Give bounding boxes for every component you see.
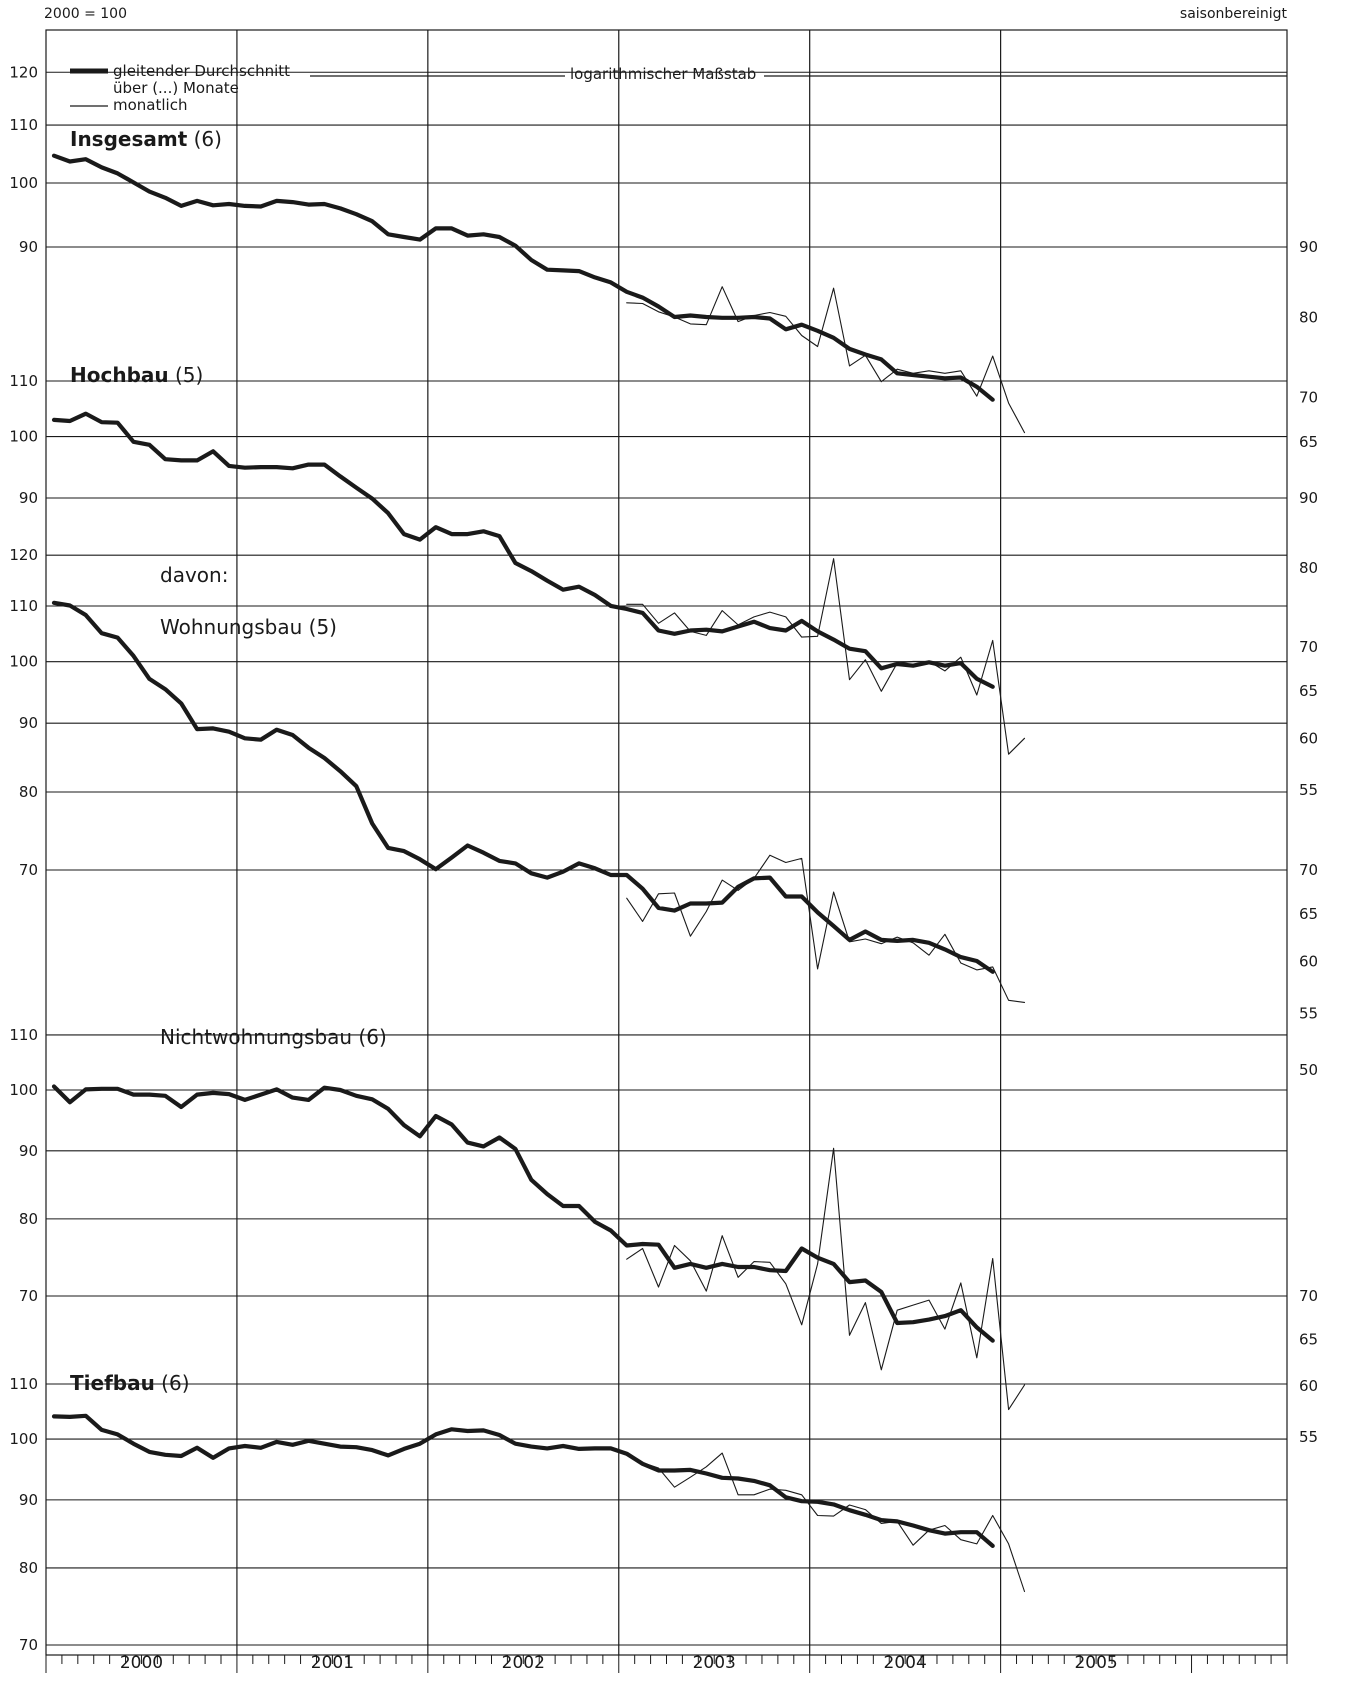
- right-axis-tick-label: 55: [1299, 781, 1318, 799]
- right-axis-tick-label: 90: [1299, 238, 1318, 256]
- year-label: 2001: [311, 1653, 354, 1673]
- moving-average-line: [51, 153, 995, 402]
- left-axis-tick-label: 100: [9, 428, 38, 446]
- moving-average-line: [51, 411, 995, 689]
- left-axis-tick-label: 110: [9, 1026, 38, 1044]
- legend-marks: [70, 68, 1287, 107]
- plot-border: [45, 29, 1288, 1656]
- left-axis-tick-label: 100: [9, 1081, 38, 1099]
- left-axis-tick-label: 110: [9, 597, 38, 615]
- right-axis-tick-label: 50: [1299, 1061, 1318, 1079]
- right-axis-tick-label: 60: [1299, 729, 1318, 747]
- left-axis-tick-label: 110: [9, 372, 38, 390]
- year-label: 2004: [884, 1653, 927, 1673]
- monthly-line: [626, 286, 1026, 434]
- left-axis-tick-label: 80: [19, 1559, 38, 1577]
- scale-note: logarithmischer Maßstab: [570, 65, 756, 83]
- left-axis-tick-label: 70: [19, 1636, 38, 1654]
- left-axis-tick-label: 100: [9, 174, 38, 192]
- legend-monthly: monatlich: [113, 96, 187, 114]
- right-axis-tick-label: 70: [1299, 638, 1318, 656]
- gridlines: [45, 30, 1288, 1673]
- chart-text: 2000 = 100 saisonbereinigt gleitender Du…: [9, 6, 1318, 1673]
- base-label: 2000 = 100: [44, 6, 127, 22]
- moving-average-line: [51, 600, 995, 974]
- moving-average-line: [51, 1084, 995, 1343]
- left-axis-tick-label: 90: [19, 1142, 38, 1160]
- right-axis-tick-label: 55: [1299, 1004, 1318, 1022]
- right-axis-tick-label: 70: [1299, 389, 1318, 407]
- left-axis-tick-label: 90: [19, 1491, 38, 1509]
- right-axis-tick-label: 60: [1299, 1377, 1318, 1395]
- left-axis-tick-label: 70: [19, 861, 38, 879]
- right-axis-tick-label: 65: [1299, 905, 1318, 923]
- legend-moving-average-line1: gleitender Durchschnitt: [113, 62, 290, 80]
- left-axis-tick-label: 90: [19, 714, 38, 732]
- right-axis-tick-label: 60: [1299, 953, 1318, 971]
- right-axis-tick-label: 65: [1299, 682, 1318, 700]
- right-axis-tick-label: 80: [1299, 309, 1318, 327]
- series-lines: [51, 153, 1026, 1593]
- monthly-line: [626, 854, 1026, 1003]
- davon-label: davon:: [160, 563, 228, 587]
- monthly-line: [626, 1147, 1026, 1411]
- right-axis-tick-label: 90: [1299, 489, 1318, 507]
- left-axis-tick-label: 110: [9, 1375, 38, 1393]
- right-axis-tick-label: 70: [1299, 861, 1318, 879]
- panel-title: Hochbau (5): [70, 363, 203, 387]
- year-label: 2000: [120, 1653, 163, 1673]
- panel-title: Nichtwohnungsbau (6): [160, 1025, 387, 1049]
- legend-moving-average-line2: über (...) Monate: [113, 79, 239, 97]
- year-label: 2005: [1074, 1653, 1117, 1673]
- left-axis-tick-label: 80: [19, 783, 38, 801]
- right-axis-tick-label: 65: [1299, 1330, 1318, 1348]
- left-axis-tick-label: 100: [9, 653, 38, 671]
- panel-title: Wohnungsbau (5): [160, 615, 337, 639]
- panel-title: Insgesamt (6): [70, 127, 222, 151]
- left-axis-tick-label: 90: [19, 489, 38, 507]
- left-axis-tick-label: 110: [9, 116, 38, 134]
- left-axis-tick-label: 100: [9, 1430, 38, 1448]
- panel-title: Tiefbau (6): [70, 1371, 190, 1395]
- left-axis-tick-label: 120: [9, 63, 38, 81]
- moving-average-line: [51, 1413, 995, 1549]
- year-label: 2002: [502, 1653, 545, 1673]
- right-axis-tick-label: 65: [1299, 433, 1318, 451]
- right-axis-tick-label: 70: [1299, 1287, 1318, 1305]
- monthly-line: [626, 1452, 1026, 1593]
- year-label: 2003: [693, 1653, 736, 1673]
- left-axis-tick-label: 80: [19, 1210, 38, 1228]
- left-axis-tick-label: 90: [19, 238, 38, 256]
- plot-frame: [45, 29, 1288, 1656]
- right-axis-tick-label: 80: [1299, 559, 1318, 577]
- left-axis-tick-label: 70: [19, 1287, 38, 1305]
- right-axis-tick-label: 55: [1299, 1428, 1318, 1446]
- adjustment-label: saisonbereinigt: [1180, 6, 1288, 22]
- monthly-line: [626, 558, 1026, 755]
- left-axis-tick-label: 120: [9, 546, 38, 564]
